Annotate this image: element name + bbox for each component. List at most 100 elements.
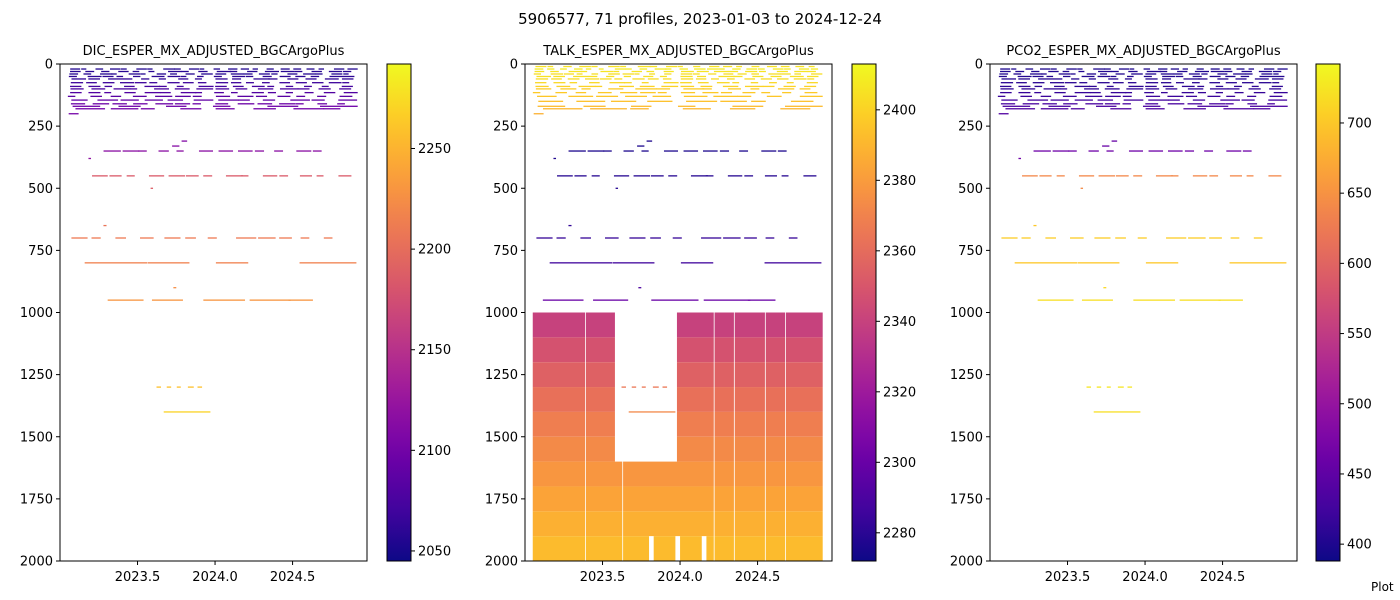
band-segment xyxy=(1268,99,1288,101)
band-segment xyxy=(1093,411,1141,413)
band-segment xyxy=(550,73,564,75)
band-segment xyxy=(1129,68,1135,70)
band-segment xyxy=(789,75,804,78)
band-segment xyxy=(215,82,229,84)
band-segment xyxy=(180,91,197,94)
band-segment xyxy=(1011,68,1017,70)
y-tick-label: 0 xyxy=(975,58,983,73)
panel-title: PCO2_ESPER_MX_ADJUSTED_BGCArgoPlus xyxy=(1006,44,1281,59)
band-segment xyxy=(1124,78,1132,80)
band-segment xyxy=(682,108,711,110)
band-segment xyxy=(1155,175,1173,177)
band-segment xyxy=(194,91,203,94)
band-segment xyxy=(232,78,242,80)
band-segment xyxy=(1273,73,1279,75)
band-segment xyxy=(1162,75,1176,78)
band-segment xyxy=(603,150,612,152)
band-segment xyxy=(1223,68,1232,70)
colorbar-tick-label: 550 xyxy=(1347,327,1372,342)
band-segment xyxy=(1225,75,1236,78)
band-segment xyxy=(166,386,172,388)
band-segment xyxy=(1054,85,1065,88)
band-segment xyxy=(680,262,714,264)
colorbar-tick-label: 600 xyxy=(1347,257,1372,272)
band-segment xyxy=(338,175,352,177)
band-segment xyxy=(185,73,195,75)
band-segment xyxy=(339,95,353,98)
band-segment xyxy=(782,91,792,94)
band-segment xyxy=(795,65,805,68)
plot-credit: Plot xyxy=(1371,580,1394,594)
heat-block xyxy=(676,362,823,388)
band-segment xyxy=(216,70,232,73)
band-segment xyxy=(1209,82,1221,84)
y-tick-label: 1250 xyxy=(20,368,53,383)
band-segment xyxy=(1027,99,1049,101)
band-segment xyxy=(621,386,626,388)
band-segment xyxy=(537,105,566,107)
band-segment xyxy=(641,386,646,388)
band-segment xyxy=(665,68,672,70)
y-tick-label: 500 xyxy=(958,182,983,197)
band-segment xyxy=(1058,73,1071,75)
band-segment xyxy=(196,88,214,90)
band-segment xyxy=(1227,88,1240,90)
band-segment xyxy=(163,411,211,413)
band-segment xyxy=(1215,91,1223,94)
colorbar-tick-label: 2340 xyxy=(883,315,916,330)
band-segment xyxy=(1049,82,1065,84)
x-tick-label: 2024.0 xyxy=(657,570,703,585)
band-segment xyxy=(262,99,276,101)
heat-block xyxy=(532,461,823,487)
band-segment xyxy=(279,75,291,78)
band-segment xyxy=(279,88,299,90)
band-segment xyxy=(123,78,133,80)
band-segment xyxy=(783,85,796,88)
band-segment xyxy=(318,88,331,90)
band-segment xyxy=(1115,175,1129,177)
band-segment xyxy=(213,68,221,70)
band-segment xyxy=(1085,103,1104,105)
band-segment xyxy=(218,150,234,152)
band-segment xyxy=(643,75,654,78)
band-segment xyxy=(1033,224,1037,227)
band-segment xyxy=(110,95,122,98)
band-segment xyxy=(1249,105,1288,107)
band-segment xyxy=(790,100,814,102)
band-segment xyxy=(612,262,655,264)
band-segment xyxy=(88,78,101,80)
band-segment xyxy=(1079,82,1088,84)
band-segment xyxy=(632,78,645,80)
y-tick-label: 2000 xyxy=(485,555,518,570)
y-tick-label: 1000 xyxy=(20,306,53,321)
band-segment xyxy=(1229,262,1287,264)
band-segment xyxy=(213,75,222,78)
colorbar-tick-label: 650 xyxy=(1347,187,1372,202)
band-segment xyxy=(1166,237,1187,239)
band-segment xyxy=(708,73,717,75)
y-tick-label: 1750 xyxy=(20,492,53,507)
band-segment xyxy=(251,91,264,94)
band-segment xyxy=(1145,95,1161,98)
band-segment xyxy=(300,237,310,239)
band-segment xyxy=(243,73,253,75)
y-tick-label: 750 xyxy=(493,244,518,259)
heat-block xyxy=(532,337,615,363)
band-segment xyxy=(176,150,184,152)
colorbar-tick-label: 2200 xyxy=(418,243,451,258)
band-segment xyxy=(1223,108,1255,110)
band-segment xyxy=(1005,108,1036,110)
band-segment xyxy=(594,85,603,88)
band-segment xyxy=(1177,70,1188,73)
band-segment xyxy=(1127,75,1134,78)
band-segment xyxy=(1209,88,1229,90)
band-segment xyxy=(71,78,87,80)
band-segment xyxy=(535,65,547,68)
band-segment xyxy=(290,99,310,101)
band-segment xyxy=(337,103,345,105)
band-segment xyxy=(590,108,627,110)
band-segment xyxy=(1170,175,1179,177)
band-segment xyxy=(255,95,268,98)
band-segment xyxy=(663,82,679,84)
band-segment xyxy=(1217,78,1229,80)
